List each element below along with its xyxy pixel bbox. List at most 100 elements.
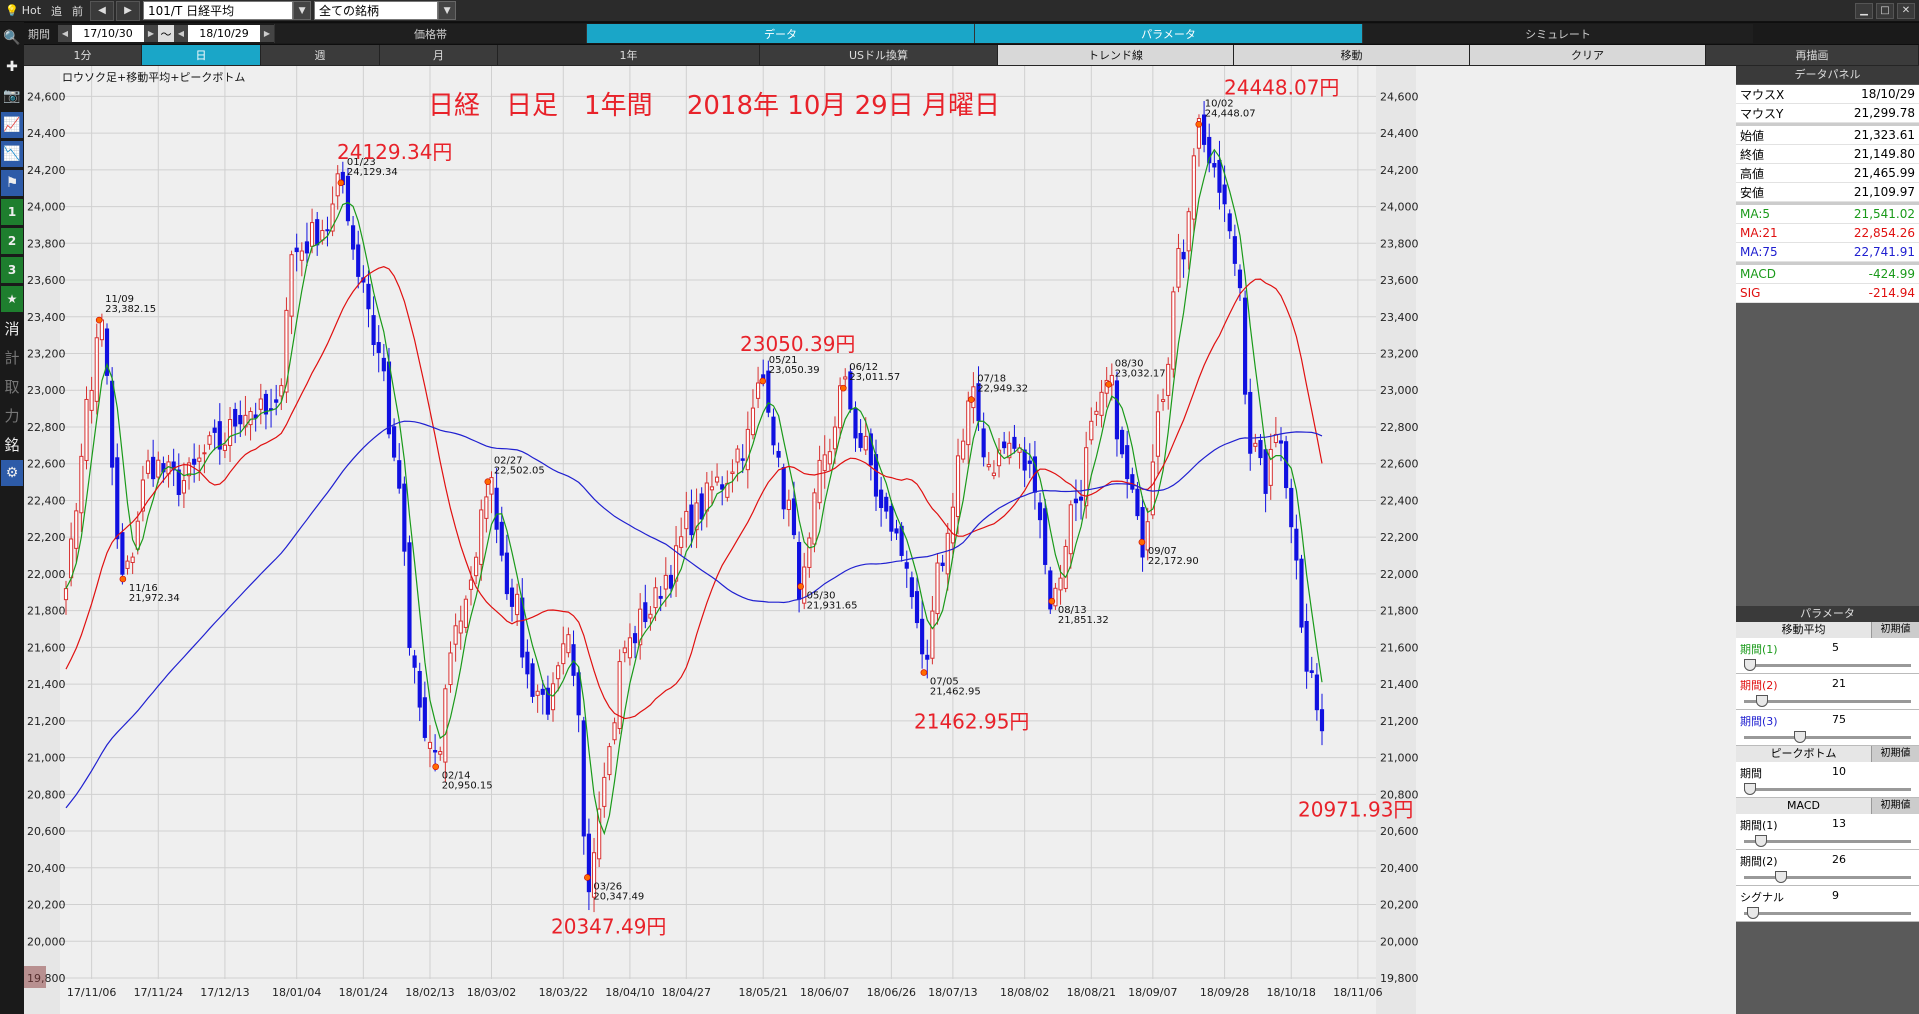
candle-body <box>1181 251 1186 260</box>
bulb-icon: 💡 <box>5 4 19 17</box>
tab-data[interactable]: データ <box>586 24 974 43</box>
gear-icon[interactable]: ⚙ <box>1 460 23 486</box>
tab-simulate[interactable]: シミュレート <box>1362 24 1753 43</box>
param-slider-knob[interactable] <box>1793 731 1806 743</box>
previous-button[interactable]: 前 <box>72 4 84 18</box>
mini-chart-icon[interactable] <box>24 966 46 988</box>
y-tick-label-left: 23,000 <box>27 384 66 397</box>
universe-dropdown-icon[interactable]: ▼ <box>438 1 457 20</box>
data-panel-key: MA:75 <box>1740 245 1778 259</box>
add-button[interactable]: 追 <box>51 4 63 18</box>
y-tick-label-left: 23,400 <box>27 311 66 324</box>
tab-clear[interactable]: クリア <box>1470 45 1706 65</box>
keypoint-value: 24,129.34 <box>347 167 398 178</box>
macd-reset-button[interactable]: 初期値 <box>1871 798 1919 814</box>
forward-arrow-icon[interactable]: ▶ <box>116 0 141 21</box>
to-next-arrow-icon[interactable]: ▶ <box>260 25 274 42</box>
universe-select[interactable]: 全ての銘柄 <box>314 1 439 20</box>
star-icon[interactable]: ★ <box>1 286 23 312</box>
param-slider-track[interactable] <box>1744 912 1911 915</box>
param-slider-track[interactable] <box>1744 664 1911 667</box>
tab-trendline[interactable]: トレンド線 <box>998 45 1234 65</box>
symbol-dropdown-icon[interactable]: ▼ <box>293 1 312 20</box>
param-slider-knob[interactable] <box>1747 907 1760 919</box>
input-button[interactable]: 力 <box>4 406 20 425</box>
from-prev-arrow-icon[interactable]: ◀ <box>58 25 72 42</box>
param-value: 9 <box>1832 889 1839 902</box>
x-tick-label: 17/11/06 <box>67 986 116 999</box>
brand-button[interactable]: 銘 <box>4 435 20 454</box>
symbol-input[interactable]: 101/T 日経平均 <box>143 1 294 20</box>
param-slider-track[interactable] <box>1744 876 1911 879</box>
tab-parameters[interactable]: パラメータ <box>974 24 1362 43</box>
ma-reset-button[interactable]: 初期値 <box>1871 622 1919 638</box>
calc-button[interactable]: 計 <box>4 348 20 367</box>
candle-body <box>955 455 961 517</box>
candle-body <box>807 537 812 568</box>
tab-daily[interactable]: 日 <box>142 45 261 65</box>
candle-body <box>1243 297 1248 395</box>
data-panel-title: データパネル <box>1736 66 1919 84</box>
indicator-chart-icon[interactable]: 📉 <box>1 141 23 167</box>
tab-1min[interactable]: 1分 <box>24 45 142 65</box>
line-chart-icon[interactable]: 📈 <box>1 112 23 138</box>
chart-1-button[interactable]: 1 <box>1 199 23 225</box>
crosshair-icon[interactable]: ✚ <box>6 59 18 75</box>
hot-button[interactable]: 💡 Hot <box>0 1 46 21</box>
x-tick-label: 17/11/24 <box>134 986 183 999</box>
param-slider-track[interactable] <box>1744 700 1911 703</box>
y-tick-label-left: 22,400 <box>27 494 66 507</box>
candle-body <box>309 222 315 247</box>
take-button[interactable]: 取 <box>4 377 20 396</box>
param-slider-knob[interactable] <box>1744 659 1756 671</box>
range-tilde: ～ <box>158 25 174 42</box>
close-icon[interactable]: ✕ <box>1897 2 1915 19</box>
chart-3-button[interactable]: 3 <box>1 257 23 283</box>
tab-redraw[interactable]: 再描画 <box>1706 45 1919 65</box>
candle-body <box>515 593 520 616</box>
back-arrow-icon[interactable]: ◀ <box>90 0 115 21</box>
chart-area[interactable]: 19,800 19,800 20,000 20,000 20,200 20,200 20,4… <box>24 66 1736 1014</box>
param-slider-knob[interactable] <box>1775 871 1787 883</box>
candle-body <box>648 613 653 619</box>
date-from-input[interactable]: 17/10/30 <box>72 25 144 42</box>
param-slider-track[interactable] <box>1744 840 1911 843</box>
pb-reset-button[interactable]: 初期値 <box>1871 746 1919 762</box>
minimize-icon[interactable]: ▁ <box>1855 2 1873 19</box>
y-tick-label-right: 23,600 <box>1380 274 1419 287</box>
candle-body <box>848 371 853 410</box>
peak-bottom-dot <box>484 478 492 486</box>
keypoint-value: 20,950.15 <box>442 781 493 792</box>
param-slider-track[interactable] <box>1744 788 1911 791</box>
candle-body <box>94 337 99 402</box>
tab-move[interactable]: 移動 <box>1234 45 1470 65</box>
param-slider-knob[interactable] <box>1744 783 1756 795</box>
candle-body <box>889 505 894 532</box>
tab-weekly[interactable]: 週 <box>261 45 380 65</box>
tab-usd-convert[interactable]: USドル換算 <box>760 45 998 65</box>
data-panel-row: MA:75 22,741.91 <box>1736 243 1919 262</box>
candle-body <box>1114 380 1120 440</box>
tab-price-band[interactable]: 価格帯 <box>274 24 586 43</box>
y-tick-label-left: 23,800 <box>27 237 66 250</box>
maximize-icon[interactable]: □ <box>1876 2 1894 19</box>
tab-1year[interactable]: 1年 <box>498 45 760 65</box>
flag-icon[interactable]: ⚑ <box>1 170 23 196</box>
candle-body <box>330 203 335 232</box>
search-icon[interactable]: 🔍 <box>3 30 21 46</box>
tab-monthly[interactable]: 月 <box>380 45 498 65</box>
candle-body <box>607 746 612 776</box>
erase-button[interactable]: 消 <box>4 319 20 338</box>
to-prev-arrow-icon[interactable]: ◀ <box>174 25 188 42</box>
param-slider-knob[interactable] <box>1756 695 1769 707</box>
candle-body <box>540 688 545 695</box>
param-slider-knob[interactable] <box>1754 835 1767 847</box>
param-slider-track[interactable] <box>1744 736 1911 739</box>
from-next-arrow-icon[interactable]: ▶ <box>144 25 158 42</box>
camera-icon[interactable]: 📷 <box>3 88 21 104</box>
candle-body <box>668 574 674 589</box>
y-tick-label-left: 22,600 <box>27 458 66 471</box>
chart-2-button[interactable]: 2 <box>1 228 23 254</box>
date-to-input[interactable]: 18/10/29 <box>188 25 260 42</box>
